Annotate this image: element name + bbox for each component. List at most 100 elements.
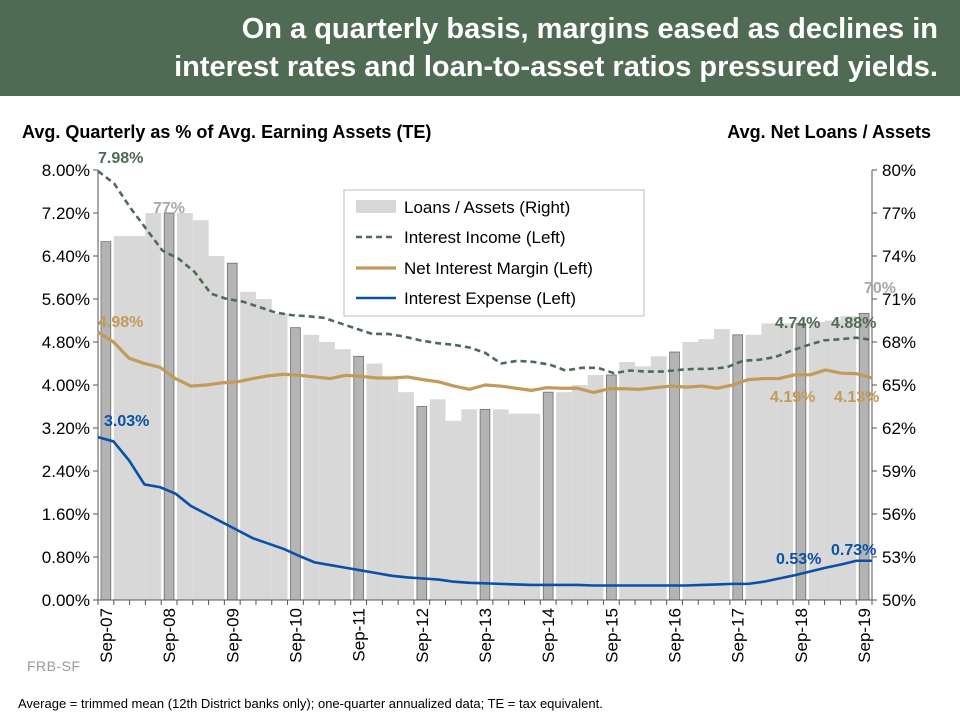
x-tick-label: Sep-16 — [666, 608, 685, 663]
label-loans-assets-peak: 77% — [153, 200, 185, 217]
legend-label-interest-expense: Interest Expense (Left) — [404, 289, 576, 308]
x-tick-label: Sep-11 — [350, 608, 369, 662]
bar-highlight — [416, 406, 428, 601]
bar — [398, 392, 414, 600]
x-tick-label: Sep-13 — [476, 608, 495, 663]
footnote-text: Average = trimmed mean (12th District ba… — [18, 696, 603, 711]
footnote: Average = trimmed mean (12th District ba… — [18, 696, 603, 711]
right-tick-label: 71% — [882, 290, 916, 309]
right-tick-label: 80% — [882, 161, 916, 180]
bar — [192, 220, 209, 601]
bar — [808, 321, 825, 600]
chart: Avg. Quarterly as % of Avg. Earning Asse… — [22, 122, 931, 663]
label-interest-income-start: 7.98% — [98, 150, 143, 167]
left-tick-label: 8.00% — [42, 161, 90, 180]
bar — [745, 334, 762, 600]
right-tick-label: 59% — [882, 462, 916, 481]
x-tick-label: Sep-09 — [223, 608, 242, 663]
x-tick-label: Sep-12 — [413, 608, 432, 663]
bar — [240, 291, 256, 600]
bar — [271, 313, 288, 600]
x-tick-label: Sep-10 — [286, 608, 305, 663]
bar — [698, 339, 715, 600]
bar — [840, 316, 857, 600]
bar — [714, 329, 730, 600]
legend-label-net-interest-margin: Net Interest Margin (Left) — [404, 259, 593, 278]
frbsf-logo: FRB-SF — [27, 658, 81, 674]
right-tick-label: 53% — [882, 548, 916, 567]
bar — [382, 377, 399, 600]
x-tick-label: Sep-17 — [729, 608, 748, 663]
x-tick-label: Sep-08 — [160, 608, 179, 663]
right-tick-label: 65% — [882, 376, 916, 395]
bar — [334, 349, 351, 600]
net-interest-margin-line — [97, 330, 873, 395]
label-interest-expense-end: 0.73% — [831, 542, 876, 559]
bar — [587, 374, 604, 600]
x-tick-label: Sep-14 — [539, 608, 558, 663]
bar — [303, 334, 320, 600]
bar — [445, 420, 462, 600]
bar — [255, 299, 272, 600]
bar-highlight — [542, 391, 554, 601]
left-tick-label: 7.20% — [42, 204, 90, 223]
bar — [319, 342, 335, 600]
x-tick-label: Sep-07 — [97, 608, 116, 663]
bar — [777, 323, 794, 600]
label-interest-income-sep18: 4.74% — [775, 315, 820, 332]
label-interest-income-end: 4.88% — [831, 315, 876, 332]
bar — [824, 320, 841, 600]
interest-expense-line — [97, 435, 872, 587]
right-axis-title: Avg. Net Loans / Assets — [727, 122, 931, 142]
left-tick-label: 0.00% — [42, 591, 90, 610]
bar-highlight — [479, 408, 491, 601]
bar — [176, 213, 193, 600]
right-tick-label: 50% — [882, 591, 916, 610]
bar — [508, 413, 525, 600]
left-tick-label: 4.00% — [42, 376, 90, 395]
left-tick-label: 1.60% — [42, 505, 90, 524]
legend-label-loans-assets: Loans / Assets (Right) — [404, 198, 570, 217]
left-tick-label: 3.20% — [42, 419, 90, 438]
bar-highlight — [163, 212, 175, 601]
bar — [366, 363, 383, 600]
bar — [524, 413, 541, 600]
right-tick-label: 74% — [882, 247, 916, 266]
x-tick-label: Sep-18 — [792, 608, 811, 663]
bar-highlight — [669, 351, 680, 601]
bar — [208, 256, 225, 600]
left-tick-label: 0.80% — [42, 548, 90, 567]
right-tick-label: 77% — [882, 204, 916, 223]
title-line-1: On a quarterly basis, margins eased as d… — [241, 13, 938, 45]
bar-highlight — [290, 327, 301, 601]
left-tick-label: 5.60% — [42, 290, 90, 309]
x-tick-label: Sep-19 — [855, 608, 874, 663]
title-banner: On a quarterly basis, margins eased as d… — [0, 0, 960, 96]
bar — [682, 342, 699, 600]
bar — [461, 409, 478, 600]
right-tick-label: 56% — [882, 505, 916, 524]
right-tick-label: 68% — [882, 333, 916, 352]
interest-income-line — [97, 170, 873, 375]
bar-highlight — [732, 334, 744, 601]
left-tick-label: 2.40% — [42, 462, 90, 481]
left-tick-label: 4.80% — [42, 333, 90, 352]
left-tick-label: 6.40% — [42, 247, 90, 266]
label-nim-end: 4.13% — [834, 389, 879, 406]
bar — [650, 356, 667, 600]
title-line-2: interest rates and loan-to-asset ratios … — [174, 51, 938, 83]
bar — [492, 409, 509, 600]
bar — [571, 385, 588, 600]
legend-swatch-loans-assets — [356, 200, 396, 213]
label-interest-expense-start: 3.03% — [104, 413, 149, 430]
x-tick-label: Sep-15 — [602, 608, 621, 663]
bar-highlight — [226, 262, 238, 601]
bar — [129, 235, 146, 600]
bar — [556, 392, 572, 600]
label-nim-sep18: 4.19% — [770, 389, 815, 406]
bar — [429, 399, 446, 600]
legend-label-interest-income: Interest Income (Left) — [404, 228, 566, 247]
label-nim-start: 4.98% — [98, 314, 143, 331]
label-loans-assets-end: 70% — [864, 280, 896, 297]
right-tick-label: 62% — [882, 419, 916, 438]
